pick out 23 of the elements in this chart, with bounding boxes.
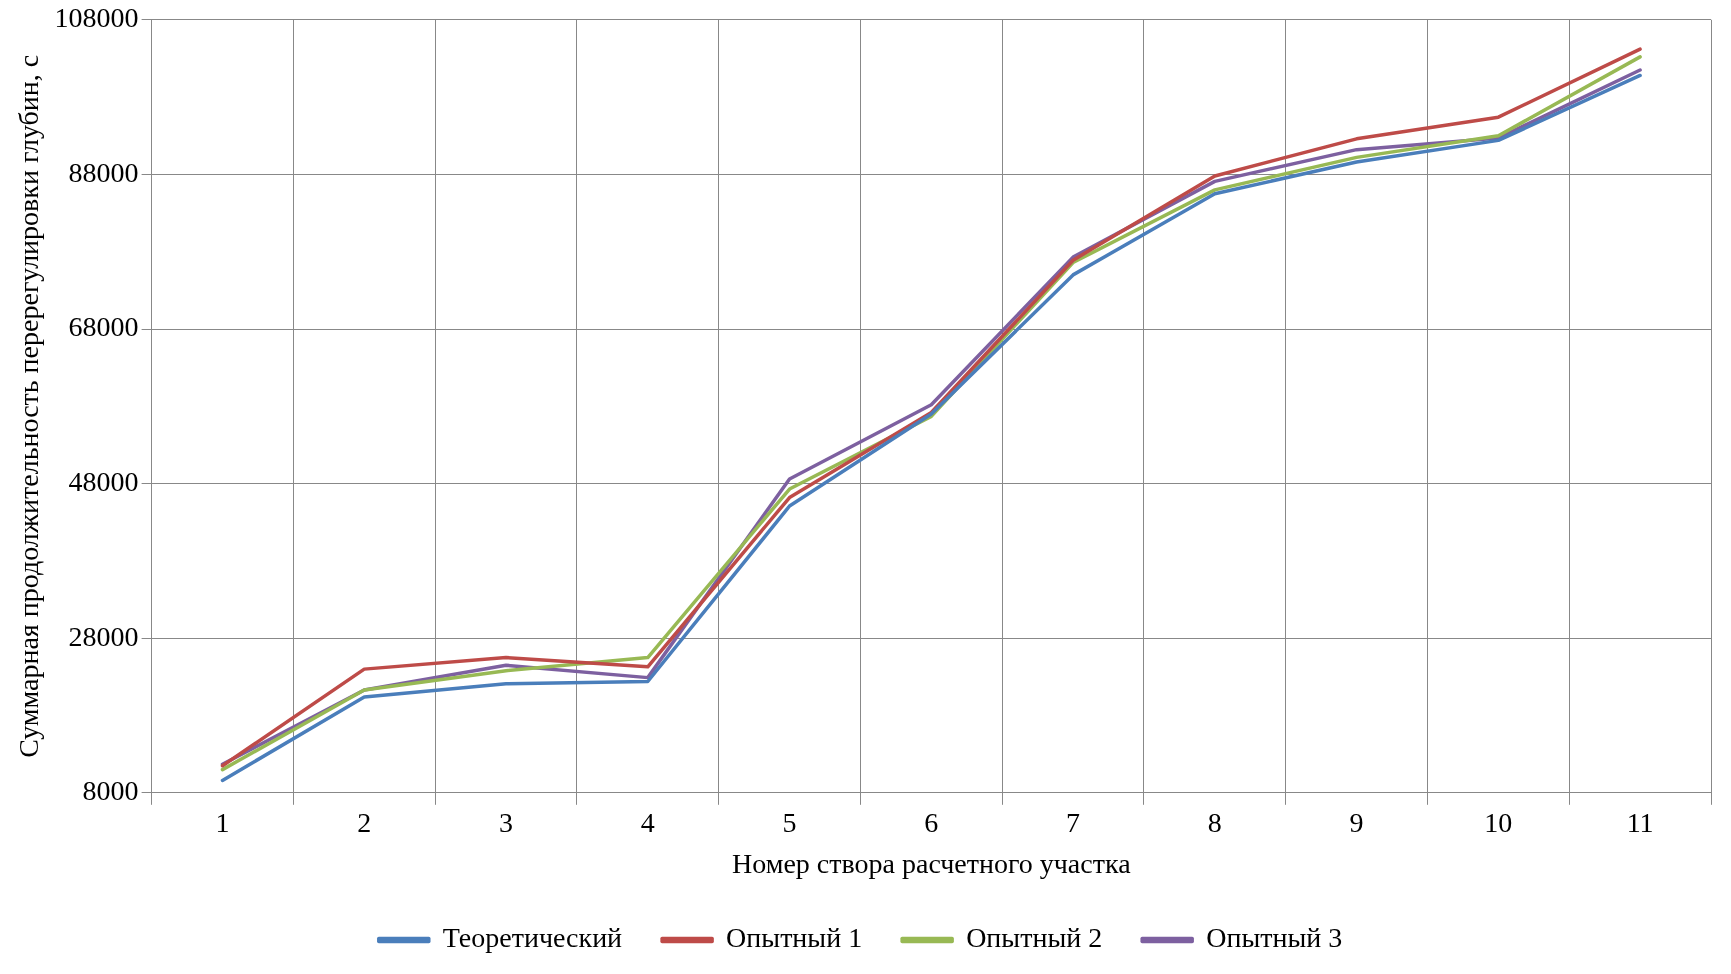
x-tick-label: 8 (1207, 806, 1222, 838)
legend-label: Опытный 3 (1206, 922, 1343, 954)
x-tick-label: 10 (1484, 806, 1513, 838)
x-tick-label: 3 (499, 806, 514, 838)
legend-label: Теоретический (442, 922, 623, 954)
y-tick-label: 8000 (82, 775, 139, 807)
y-tick-label: 68000 (68, 311, 139, 343)
x-tick-label: 4 (640, 806, 655, 838)
x-tick-label: 5 (782, 806, 797, 838)
x-tick-label: 7 (1066, 806, 1081, 838)
y-tick-label: 108000 (54, 2, 139, 34)
y-axis-title: Суммарная продолжительность перерегулировки глубин, с (13, 54, 45, 758)
y-tick-label: 28000 (68, 620, 139, 652)
legend-label: Опытный 2 (966, 922, 1103, 954)
x-axis-title: Номер створа расчетного участка (732, 847, 1132, 879)
x-tick-label: 9 (1349, 806, 1364, 838)
y-tick-label: 88000 (68, 156, 139, 188)
y-tick-label: 48000 (68, 465, 139, 497)
x-tick-label: 11 (1626, 806, 1654, 838)
x-tick-label: 1 (215, 806, 230, 838)
legend-label: Опытный 1 (726, 922, 863, 954)
x-tick-label: 6 (924, 806, 939, 838)
x-tick-label: 2 (357, 806, 372, 838)
